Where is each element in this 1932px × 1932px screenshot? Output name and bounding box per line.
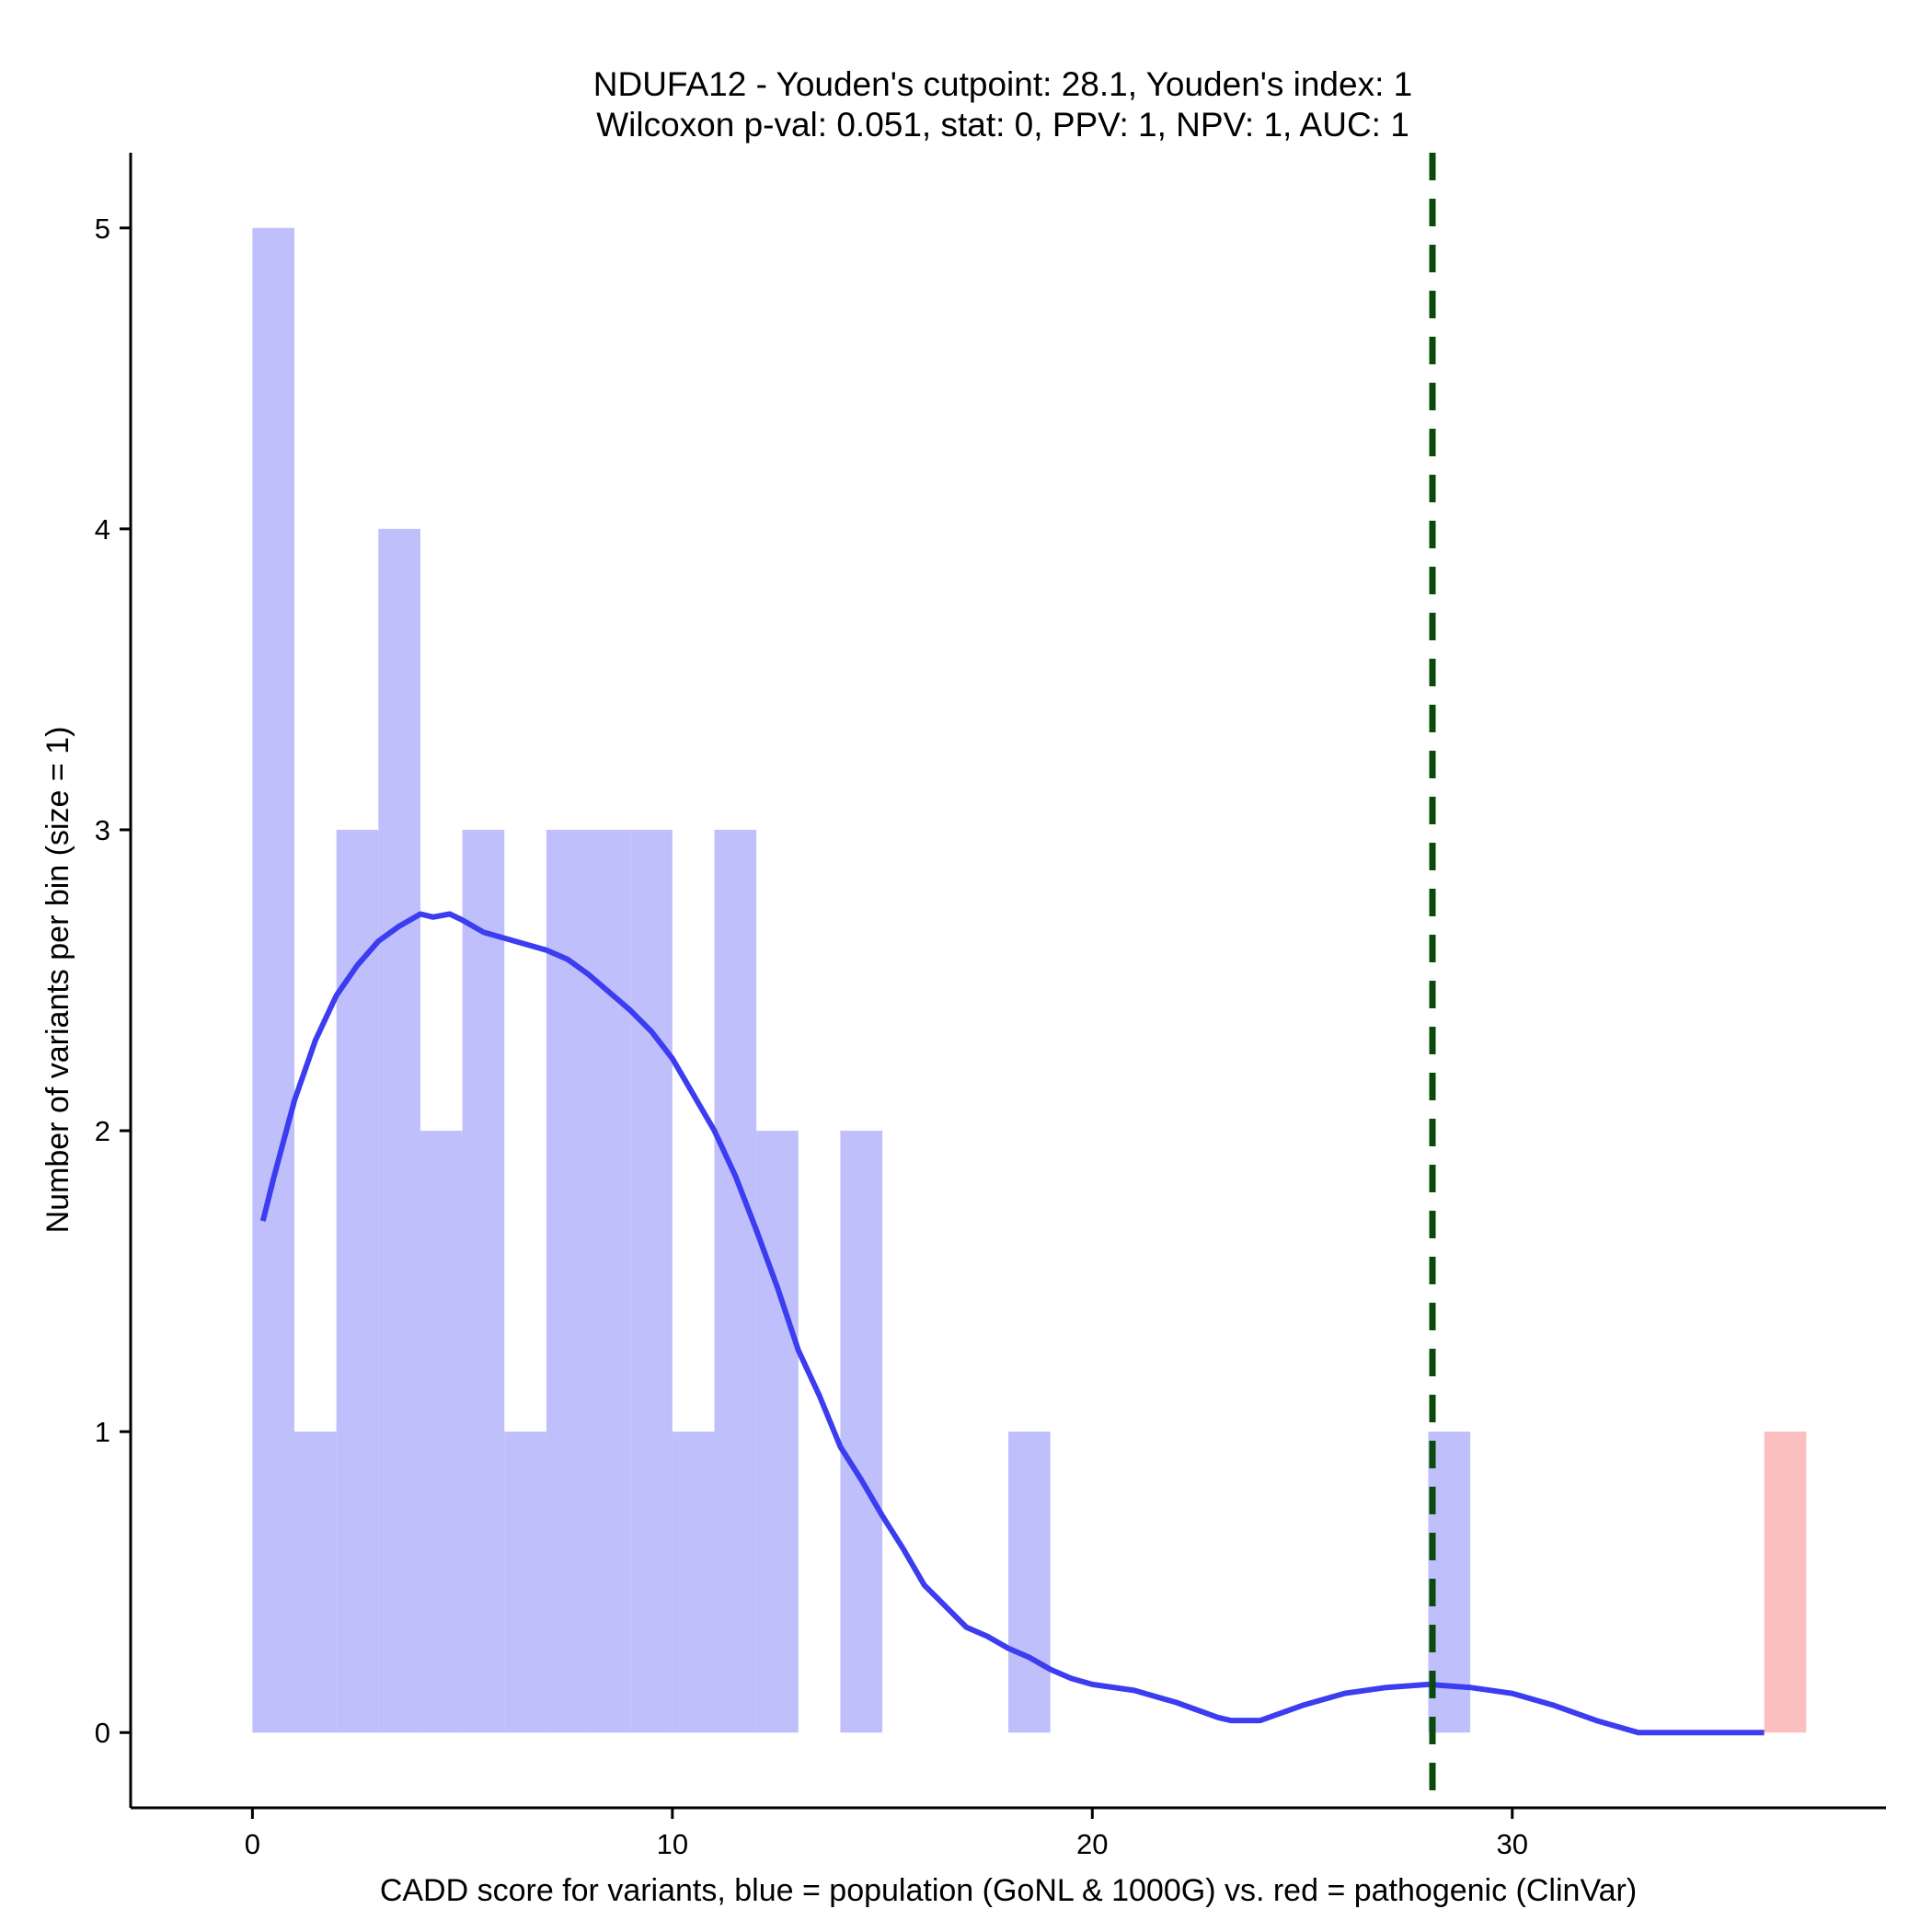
x-tick-label-10: 10 xyxy=(657,1828,688,1860)
population-density-curve xyxy=(259,911,1765,1736)
density-curve-layer xyxy=(259,911,1765,1736)
population-bar-18 xyxy=(1008,1432,1051,1733)
population-bar-11 xyxy=(714,829,757,1733)
population-bar-5 xyxy=(462,829,505,1733)
x-tick-label-30: 30 xyxy=(1497,1828,1528,1860)
pathogenic-bar-36 xyxy=(1764,1432,1807,1733)
population-bar-3 xyxy=(378,528,420,1733)
y-axis-ticks: 0 1 2 3 4 5 xyxy=(95,213,131,1749)
population-bar-6 xyxy=(504,1432,546,1733)
y-axis-label: Number of variants per bin (size = 1) xyxy=(40,727,75,1234)
population-bar-0 xyxy=(252,227,295,1733)
population-bar-1 xyxy=(294,1432,337,1733)
population-bar-2 xyxy=(336,829,379,1733)
population-bar-10 xyxy=(672,1432,715,1733)
histogram-bars xyxy=(252,227,1807,1733)
y-tick-label-4: 4 xyxy=(95,513,110,546)
y-tick-label-0: 0 xyxy=(95,1717,110,1749)
population-bar-4 xyxy=(420,1131,463,1733)
population-bar-7 xyxy=(546,829,589,1733)
y-tick-label-3: 3 xyxy=(95,814,110,846)
y-tick-label-5: 5 xyxy=(95,213,110,245)
population-bar-14 xyxy=(840,1131,883,1733)
x-tick-label-20: 20 xyxy=(1076,1828,1108,1860)
x-axis-ticks: 0 10 20 30 xyxy=(245,1808,1528,1860)
population-bar-12 xyxy=(756,1131,799,1733)
population-bar-8 xyxy=(588,829,631,1733)
y-tick-label-2: 2 xyxy=(95,1115,110,1147)
chart-subtitle: Wilcoxon p-val: 0.051, stat: 0, PPV: 1, … xyxy=(596,106,1409,144)
population-bar-9 xyxy=(630,829,673,1733)
y-tick-label-1: 1 xyxy=(95,1416,110,1448)
chart-title: NDUFA12 - Youden's cutpoint: 28.1, Youde… xyxy=(593,65,1412,103)
x-tick-label-0: 0 xyxy=(245,1828,260,1860)
x-axis-label: CADD score for variants, blue = populati… xyxy=(380,1873,1637,1908)
